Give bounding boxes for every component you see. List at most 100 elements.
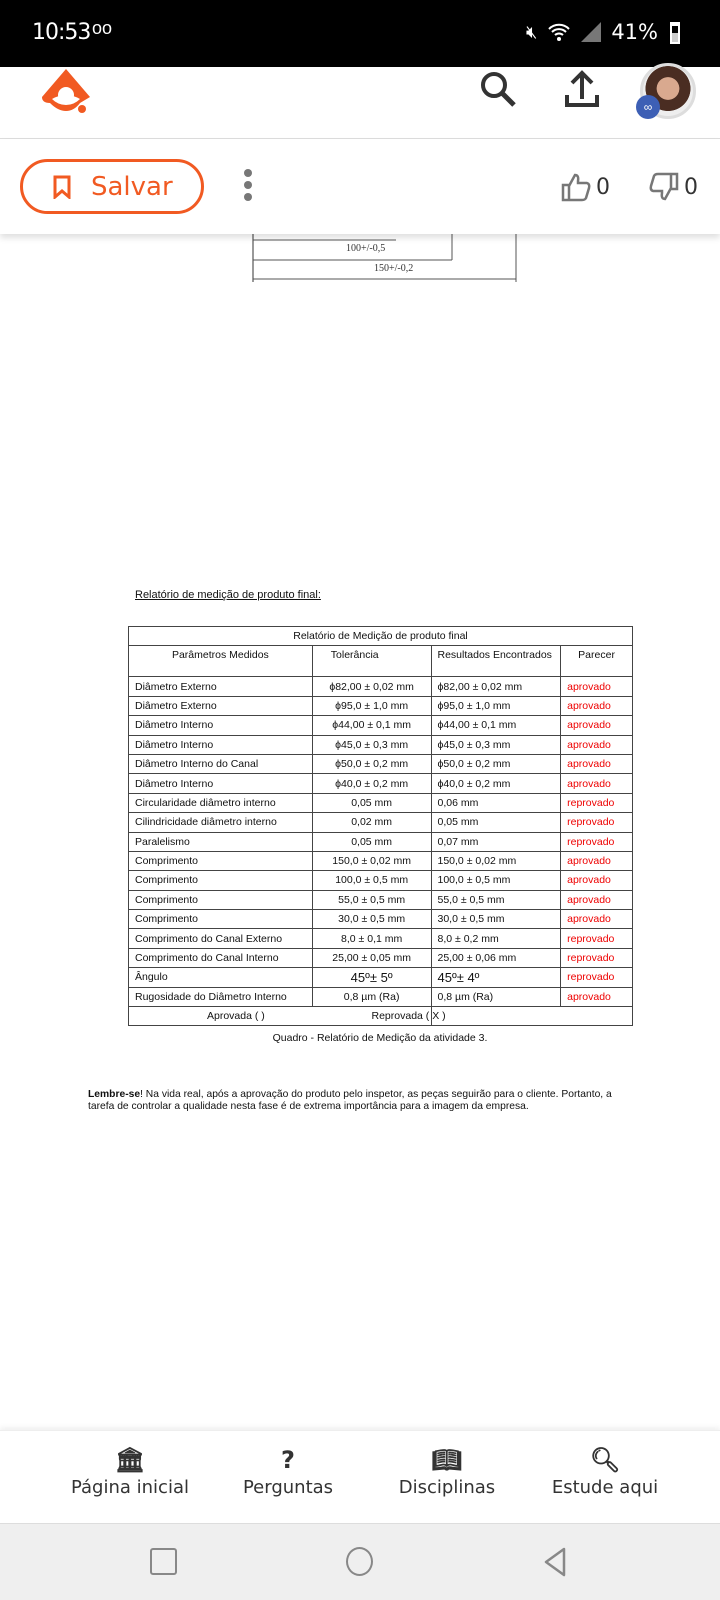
study-search-icon: 🔍︎: [589, 1446, 621, 1474]
parameter-cell: Diâmetro Interno: [128, 734, 313, 755]
nav-study-label: Estude aqui: [551, 1477, 659, 1498]
tolerance-cell: 55,0 ± 0,5 mm: [311, 889, 432, 911]
technical-drawing-fragment: 100+/-0,5 150+/-0,2: [250, 234, 520, 284]
parameter-cell: Diâmetro Interno do Canal: [128, 753, 313, 775]
table-row: Diâmetro Interno ϕ44,00 ± 0,1 mm ϕ44,00 ± …: [128, 715, 633, 736]
verdict-cell: aprovado: [560, 753, 633, 775]
bottom-navigation: 🏛︎ Página inicial ? Perguntas 📖︎ Disciplina…: [0, 1430, 720, 1523]
wifi-icon: [548, 23, 571, 41]
table-row: Rugosidade do Diâmetro Interno 0,8 µm (Ra…: [128, 986, 633, 1008]
footer-rejected-text: Reprovada ( X ): [371, 1010, 446, 1023]
verdict-cell: aprovado: [560, 986, 633, 1008]
bank-icon: 🏛︎: [114, 1446, 146, 1474]
like-count: 0: [596, 174, 610, 200]
header-tolerance: Tolerância: [311, 645, 432, 678]
table-row: Comprimento 150,0 ± 0,02 mm 150,0 ± 0,02 m…: [128, 850, 633, 872]
table-row: Diâmetro Externo ϕ82,00 ± 0,02 mm ϕ82,00 ±…: [128, 676, 633, 697]
table-row: Cilindricidade diâmetro interno 0,02 mm 0,…: [128, 812, 633, 833]
footer-rejected: Reprovada ( X ): [372, 1006, 633, 1027]
search-icon[interactable]: [478, 69, 518, 109]
tolerance-cell: ϕ45,0 ± 0,3 mm: [311, 734, 432, 755]
parameter-cell: Comprimento do Canal Interno: [128, 947, 313, 969]
result-cell: ϕ40,0 ± 0,2 mm: [430, 773, 562, 794]
verdict-cell: reprovado: [560, 792, 633, 814]
dimension-150: 150+/-0,2: [374, 263, 414, 274]
table-row: Comprimento 100,0 ± 0,5 mm 100,0 ± 0,5 mm a…: [128, 870, 633, 891]
parameter-cell: Comprimento: [128, 909, 313, 930]
nav-questions[interactable]: ? Perguntas: [213, 1445, 363, 1498]
table-row: Comprimento 55,0 ± 0,5 mm 55,0 ± 0,5 mm apr…: [128, 889, 633, 911]
tolerance-cell: 8,0 ± 0,1 mm: [311, 928, 432, 949]
mute-icon: 🔇︎: [525, 21, 538, 42]
more-options-button[interactable]: [244, 169, 252, 205]
result-cell: 0,07 mm: [430, 831, 562, 852]
result-cell: 30,0 ± 0,5 mm: [430, 909, 562, 930]
result-cell: 0,05 mm: [430, 812, 562, 833]
back-button[interactable]: [542, 1547, 568, 1577]
link-badge-icon: ∞: [636, 95, 660, 119]
result-cell: 0,06 mm: [430, 792, 562, 814]
reminder-bold: Lembre-se: [88, 1089, 141, 1100]
tolerance-cell: ϕ95,0 ± 1,0 mm: [311, 695, 432, 717]
header-results: Resultados Encontrados: [430, 645, 562, 678]
tolerance-cell: 0,05 mm: [311, 831, 432, 852]
question-icon: ?: [281, 1446, 295, 1474]
table-row: Ângulo 45º± 5º 45º± 4º reprovado: [128, 967, 633, 988]
nav-study[interactable]: 🔍︎ Estude aqui: [530, 1445, 680, 1498]
parameter-cell: Paralelismo: [128, 831, 313, 852]
header-verdict: Parecer: [560, 645, 633, 678]
nav-subjects-label: Disciplinas: [398, 1477, 496, 1498]
verdict-cell: reprovado: [560, 947, 633, 969]
footer-approved: Aprovada ( ): [128, 1006, 432, 1027]
top-header: ∞: [0, 63, 720, 139]
nav-home-label: Página inicial: [70, 1477, 189, 1498]
status-bar: 10:53 oo 🔇︎ 41%: [0, 0, 720, 67]
thumbs-down-icon: [649, 172, 679, 201]
nav-subjects[interactable]: 📖︎ Disciplinas: [372, 1445, 522, 1498]
result-cell: ϕ44,00 ± 0,1 mm: [430, 715, 562, 736]
header-results-text: Resultados Encontrados: [437, 649, 552, 662]
tolerance-cell: ϕ50,0 ± 0,2 mm: [311, 753, 432, 775]
home-button[interactable]: [346, 1547, 373, 1576]
dislike-count: 0: [684, 174, 698, 200]
table-row: Diâmetro Interno ϕ40,0 ± 0,2 mm ϕ40,0 ± 0,…: [128, 773, 633, 794]
battery-percent: 41%: [611, 20, 658, 44]
dislike-button[interactable]: 0: [648, 171, 698, 203]
recents-button[interactable]: [150, 1548, 177, 1575]
action-bar: Salvar 0 0: [0, 139, 720, 234]
save-button[interactable]: Salvar: [20, 159, 204, 214]
result-cell: 0,8 µm (Ra): [430, 986, 562, 1008]
brainly-logo[interactable]: [40, 69, 92, 113]
result-cell: 25,00 ± 0,06 mm: [430, 947, 562, 969]
table-title: Relatório de Medição de produto final: [128, 625, 633, 647]
reminder-text: ! Na vida real, após a aprovação do prod…: [88, 1089, 612, 1112]
table-row: Diâmetro Interno do Canal ϕ50,0 ± 0,2 mm ϕ…: [128, 753, 633, 775]
nav-questions-label: Perguntas: [242, 1477, 334, 1498]
battery-icon: [670, 22, 680, 44]
clock: 10:53: [32, 20, 91, 45]
result-cell: 150,0 ± 0,02 mm: [430, 850, 562, 872]
verdict-cell: aprovado: [560, 773, 633, 794]
result-cell: 100,0 ± 0,5 mm: [430, 870, 562, 891]
parameter-cell: Rugosidade do Diâmetro Interno: [128, 986, 313, 1008]
table-row: Comprimento do Canal Interno 25,00 ± 0,05…: [128, 947, 633, 969]
report-caption: Relatório de medição de produto final:: [135, 589, 321, 601]
parameter-cell: Diâmetro Interno: [128, 715, 313, 736]
nav-home[interactable]: 🏛︎ Página inicial: [55, 1445, 205, 1498]
result-cell: ϕ45,0 ± 0,3 mm: [430, 734, 562, 755]
table-row: Paralelismo 0,05 mm 0,07 mm reprovado: [128, 831, 633, 852]
like-button[interactable]: 0: [560, 171, 610, 203]
verdict-cell: aprovado: [560, 909, 633, 930]
verdict-cell: reprovado: [560, 928, 633, 949]
verdict-cell: reprovado: [560, 831, 633, 852]
thumbs-up-icon: [561, 173, 591, 202]
upload-icon[interactable]: [562, 69, 602, 109]
tolerance-cell: 0,02 mm: [311, 812, 432, 833]
verdict-cell: aprovado: [560, 676, 633, 697]
parameter-cell: Diâmetro Interno: [128, 773, 313, 794]
table-caption: Quadro - Relatório de Medição da ativida…: [272, 1032, 488, 1044]
reminder-note: Lembre-se! Na vida real, após a aprovaçã…: [88, 1089, 638, 1113]
bookmark-icon: [53, 175, 71, 199]
tolerance-cell: 0,8 µm (Ra): [311, 986, 432, 1008]
verdict-cell: aprovado: [560, 715, 633, 736]
